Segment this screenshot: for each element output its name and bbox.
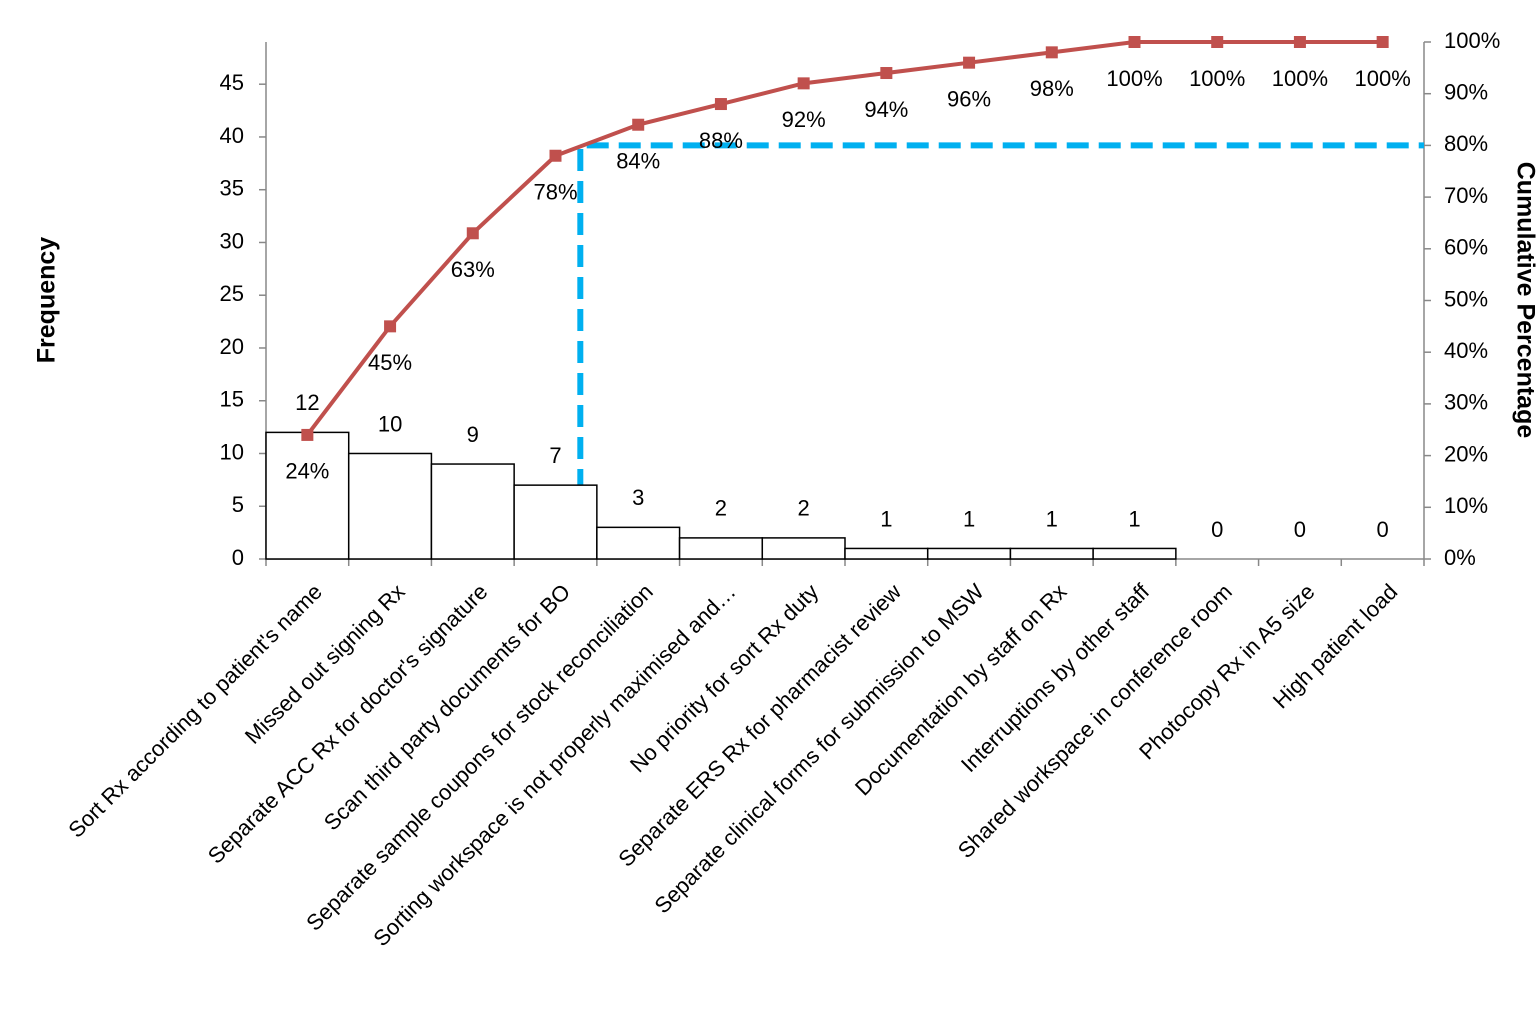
bar-label: 1 — [880, 506, 892, 531]
bar — [1092, 547, 1177, 560]
line-label: 78% — [533, 180, 577, 205]
bar-label: 0 — [1211, 517, 1223, 542]
bar — [596, 526, 681, 560]
line-label: 94% — [864, 97, 908, 122]
line-marker — [1045, 46, 1058, 59]
bar — [430, 463, 515, 560]
line-label: 100% — [1189, 66, 1245, 91]
line-label: 45% — [368, 350, 412, 375]
line-marker — [549, 149, 562, 162]
y-tick-label: 45 — [220, 70, 244, 95]
y-tick-label: 0 — [232, 545, 244, 570]
y2-tick-label: 70% — [1444, 183, 1488, 208]
line-marker — [963, 56, 976, 69]
y2-tick-label: 50% — [1444, 286, 1488, 311]
bar-label: 1 — [1046, 506, 1058, 531]
y-tick-label: 25 — [220, 281, 244, 306]
line-marker — [1211, 36, 1224, 48]
x-tick-label: Separate ERS Rx for pharmacist review — [613, 579, 906, 872]
line-marker — [632, 118, 645, 131]
y-tick-label: 5 — [232, 492, 244, 517]
bar-label: 12 — [295, 390, 319, 415]
y-tick-label: 20 — [220, 334, 244, 359]
x-tick-label: Missed out signing Rx — [240, 579, 410, 749]
y2-tick-label: 40% — [1444, 338, 1488, 363]
line-label: 100% — [1106, 66, 1162, 91]
line-marker — [466, 227, 479, 240]
bar-label: 3 — [632, 485, 644, 510]
line-label: 84% — [616, 149, 660, 174]
y2-tick-label: 90% — [1444, 80, 1488, 105]
y2-tick-label: 0% — [1444, 545, 1476, 570]
y2-tick-label: 20% — [1444, 441, 1488, 466]
line-marker — [1376, 36, 1389, 48]
bar-label: 0 — [1294, 517, 1306, 542]
y2-tick-label: 80% — [1444, 131, 1488, 156]
bar-label: 10 — [378, 411, 402, 436]
y2-tick-label: 100% — [1444, 28, 1500, 53]
y-tick-label: 40 — [220, 123, 244, 148]
line-marker — [714, 98, 727, 111]
bar — [926, 547, 1012, 560]
bar-label: 0 — [1377, 517, 1389, 542]
y-tick-label: 10 — [220, 439, 244, 464]
y-tick-label: 35 — [220, 176, 244, 201]
y-tick-label: 15 — [220, 387, 244, 412]
threshold-line — [577, 142, 1424, 555]
line-label: 100% — [1272, 66, 1328, 91]
bar-label: 7 — [549, 443, 561, 468]
line-label: 100% — [1355, 66, 1411, 91]
bar-label: 2 — [715, 496, 727, 521]
y2-axis-title: Cumulative Percentage — [1511, 162, 1539, 439]
bar — [678, 537, 764, 560]
line-label: 63% — [451, 257, 495, 282]
bar — [347, 452, 433, 560]
cumulative-line — [305, 40, 1383, 437]
bar-label: 2 — [798, 496, 810, 521]
bar — [761, 537, 846, 560]
y2-tick-label: 60% — [1444, 235, 1488, 260]
y-axis-title: Frequency — [33, 237, 61, 364]
y-tick-label: 30 — [220, 228, 244, 253]
line-label: 92% — [782, 107, 826, 132]
bar-label: 9 — [467, 422, 479, 447]
line-marker — [301, 428, 314, 441]
bar-label: 1 — [963, 506, 975, 531]
bar — [844, 547, 929, 560]
bar — [1009, 547, 1094, 560]
line-marker — [1128, 36, 1141, 48]
line-label: 96% — [947, 86, 991, 111]
line-label: 24% — [285, 459, 329, 484]
y2-tick-label: 10% — [1444, 493, 1488, 518]
line-marker — [880, 67, 893, 80]
line-marker — [797, 77, 810, 90]
bar — [265, 431, 350, 560]
y2-tick-label: 30% — [1444, 390, 1488, 415]
bar-label: 1 — [1128, 506, 1140, 531]
line-marker — [384, 320, 397, 333]
line-marker — [1293, 36, 1306, 48]
bar — [513, 484, 598, 560]
line-label: 98% — [1030, 76, 1074, 101]
line-label: 88% — [699, 128, 743, 153]
